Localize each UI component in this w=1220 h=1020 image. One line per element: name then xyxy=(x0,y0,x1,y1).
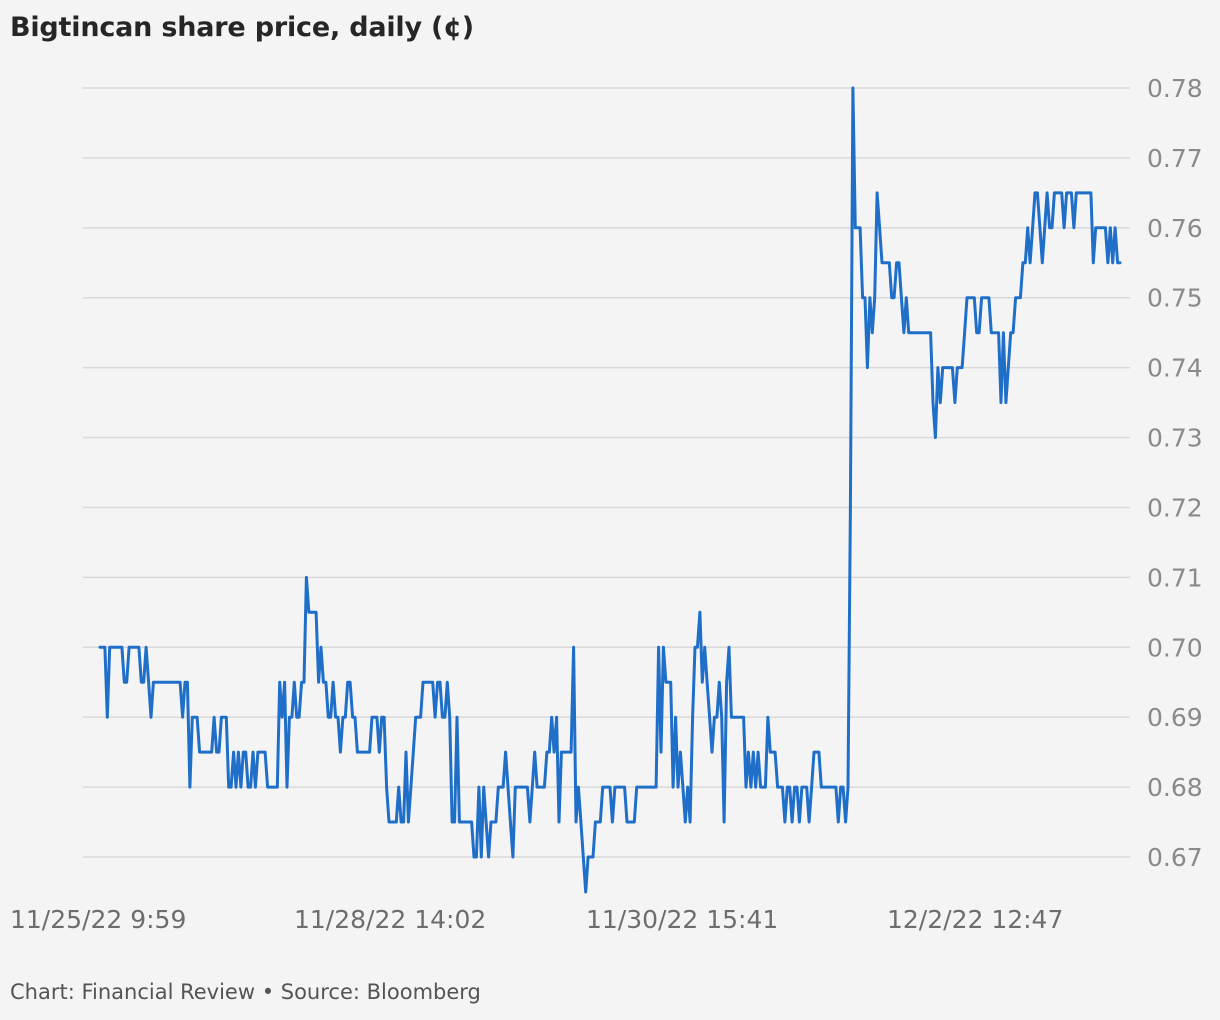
y-tick-label: 0.72 xyxy=(1147,493,1203,522)
y-tick-label: 0.76 xyxy=(1147,214,1203,243)
y-tick-label: 0.67 xyxy=(1147,843,1203,872)
x-axis-ticks: 11/25/22 9:59 11/28/22 14:02 11/30/22 15:4… xyxy=(10,905,1063,934)
y-tick-label: 0.77 xyxy=(1147,144,1203,173)
y-tick-label: 0.68 xyxy=(1147,773,1203,802)
x-tick-label: 11/28/22 14:02 xyxy=(294,905,486,934)
y-axis-ticks: 0.78 0.77 0.76 0.75 0.74 0.73 0.72 0.71 0.70 0.69… xyxy=(1147,74,1203,872)
chart-source-footer: Chart: Financial Review • Source: Bloomb… xyxy=(10,980,481,1004)
y-tick-label: 0.71 xyxy=(1147,563,1203,592)
y-tick-label: 0.74 xyxy=(1147,354,1203,383)
y-tick-label: 0.69 xyxy=(1147,703,1203,732)
price-series-line xyxy=(98,86,1122,894)
chart-title: Bigtincan share price, daily (¢) xyxy=(10,12,474,43)
line-chart: 0.78 0.77 0.76 0.75 0.74 0.73 0.72 0.71 0.70 0.69… xyxy=(10,74,1203,934)
x-tick-label: 11/30/22 15:41 xyxy=(586,905,778,934)
y-tick-label: 0.70 xyxy=(1147,633,1203,662)
x-tick-label: 11/25/22 9:59 xyxy=(10,905,186,934)
y-tick-label: 0.75 xyxy=(1147,284,1203,313)
y-tick-label: 0.73 xyxy=(1147,424,1203,453)
series-layer xyxy=(98,86,1122,894)
gridlines xyxy=(83,87,1130,858)
x-tick-label: 12/2/22 12:47 xyxy=(887,905,1063,934)
y-tick-label: 0.78 xyxy=(1147,74,1203,103)
